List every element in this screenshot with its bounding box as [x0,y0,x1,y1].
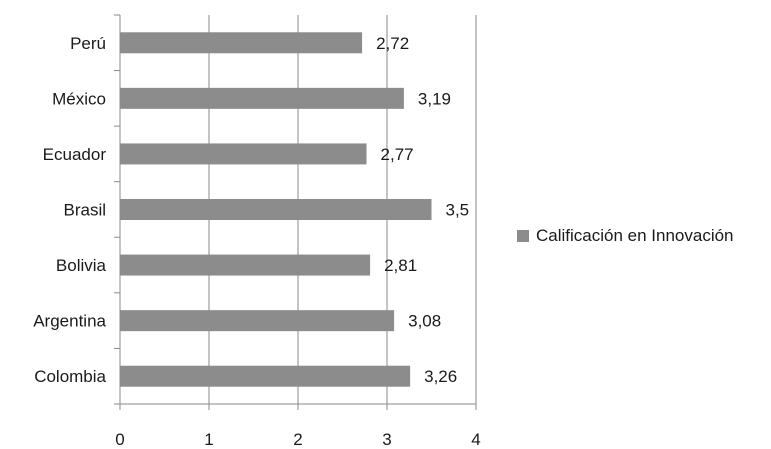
x-tick-label: 4 [471,430,480,449]
data-label: 3,26 [424,367,457,386]
x-tick-label: 0 [115,430,124,449]
data-label: 3,5 [446,201,470,220]
x-tick-label: 3 [382,430,391,449]
category-label: Brasil [63,201,106,220]
x-tick-label: 2 [293,430,302,449]
category-labels: Colombia Argentina Bolivia Brasil Ecuador Méx… [33,34,106,386]
category-label: Colombia [34,367,106,386]
bar-colombia [120,365,411,387]
data-label: 2,72 [376,34,409,53]
x-tick-labels: 0 1 2 3 4 [115,430,480,449]
category-label: Perú [70,34,106,53]
data-labels: 3,26 3,08 2,81 3,5 2,77 3,19 2,72 [376,34,469,386]
data-label: 3,19 [418,89,451,108]
category-label: México [52,89,106,108]
bar-bolivia [120,254,371,276]
bar-perú [120,32,363,54]
x-tick-label: 1 [204,430,213,449]
legend: Calificación en Innovación [517,226,734,246]
data-label: 3,08 [408,312,441,331]
bar-argentina [120,310,395,332]
category-label: Argentina [33,312,106,331]
bar-méxico [120,87,404,109]
data-label: 2,81 [384,256,417,275]
category-label: Ecuador [43,145,107,164]
bars [120,32,432,387]
data-label: 2,77 [381,145,414,164]
bar-brasil [120,199,432,220]
legend-label: Calificación en Innovación [536,226,734,245]
bar-ecuador [120,143,367,165]
legend-swatch [517,230,529,242]
category-label: Bolivia [56,256,107,275]
